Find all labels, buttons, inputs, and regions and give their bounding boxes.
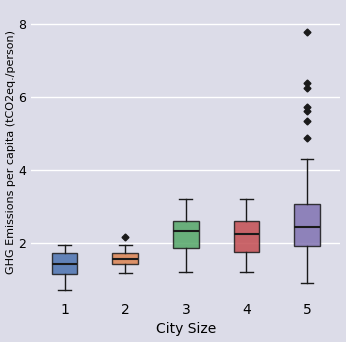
- PathPatch shape: [173, 221, 199, 248]
- Y-axis label: GHG Emissions per capita (tCO2eq./person): GHG Emissions per capita (tCO2eq./person…: [6, 30, 16, 274]
- X-axis label: City Size: City Size: [156, 323, 216, 337]
- PathPatch shape: [234, 221, 259, 252]
- PathPatch shape: [294, 204, 320, 246]
- PathPatch shape: [52, 253, 77, 274]
- PathPatch shape: [112, 253, 138, 264]
